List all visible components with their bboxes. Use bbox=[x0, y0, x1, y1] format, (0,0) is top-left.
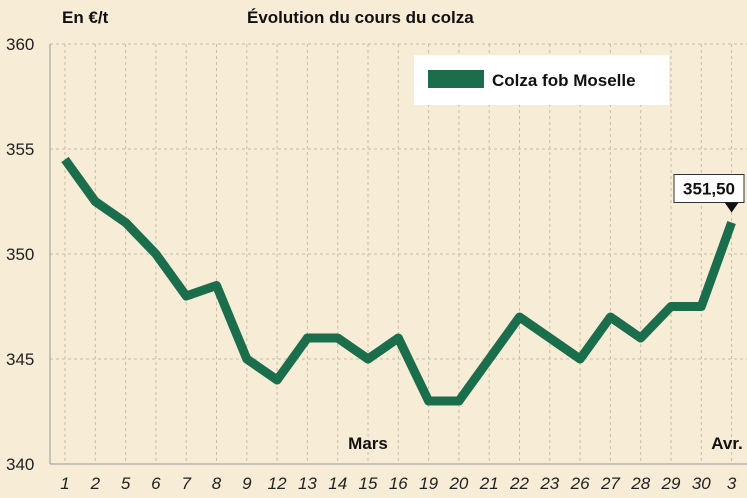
chart-title: Évolution du cours du colza bbox=[247, 8, 474, 27]
x-tick-label: 5 bbox=[121, 474, 131, 493]
x-tick-label: 14 bbox=[328, 474, 347, 493]
y-tick-label: 360 bbox=[6, 35, 34, 54]
x-tick-label: 29 bbox=[661, 474, 681, 493]
x-tick-label: 23 bbox=[539, 474, 559, 493]
legend-label: Colza fob Moselle bbox=[492, 71, 636, 90]
x-tick-label: 13 bbox=[298, 474, 317, 493]
x-tick-label: 30 bbox=[692, 474, 711, 493]
x-tick-label: 26 bbox=[570, 474, 590, 493]
y-tick-label: 345 bbox=[6, 350, 34, 369]
callout-value: 351,50 bbox=[683, 180, 735, 199]
x-tick-label: 27 bbox=[600, 474, 620, 493]
y-axis-label: En €/t bbox=[62, 8, 109, 27]
y-tick-label: 355 bbox=[6, 140, 34, 159]
y-tick-labels: 360 355 350 345 340 bbox=[6, 35, 34, 474]
callout-arrow bbox=[724, 202, 739, 213]
legend: Colza fob Moselle bbox=[414, 55, 669, 105]
horizontal-gridlines bbox=[50, 43, 747, 360]
x-tick-label: 28 bbox=[630, 474, 650, 493]
x-tick-labels: 1 2 5 6 7 8 9 12 13 14 15 16 19 20 21 22 23 26 27 28 29 30 3 bbox=[60, 474, 737, 493]
x-tick-label: 22 bbox=[509, 474, 529, 493]
x-tick-label: 8 bbox=[212, 474, 222, 493]
value-callout: 351,50 bbox=[673, 174, 745, 213]
y-tick-label: 350 bbox=[6, 245, 34, 264]
month-labels: Mars Avr. bbox=[348, 434, 743, 453]
x-tick-label: 16 bbox=[389, 474, 408, 493]
x-tick-label: 1 bbox=[60, 474, 69, 493]
x-tick-label: 19 bbox=[419, 474, 438, 493]
legend-swatch bbox=[428, 70, 484, 88]
x-tick-label: 21 bbox=[479, 474, 499, 493]
series-line-colza bbox=[61, 156, 736, 406]
x-tick-label: 7 bbox=[181, 474, 191, 493]
x-tick-label: 20 bbox=[448, 474, 468, 493]
x-tick-label: 12 bbox=[268, 474, 287, 493]
x-tick-label: 3 bbox=[727, 474, 737, 493]
callout-box bbox=[673, 174, 745, 203]
x-tick-label: 9 bbox=[242, 474, 252, 493]
month-label: Mars bbox=[348, 434, 388, 453]
x-tick-label: 15 bbox=[359, 474, 378, 493]
month-label: Avr. bbox=[711, 434, 743, 453]
x-tick-label: 2 bbox=[90, 474, 101, 493]
y-tick-label: 340 bbox=[6, 455, 34, 474]
x-tick-label: 6 bbox=[151, 474, 161, 493]
